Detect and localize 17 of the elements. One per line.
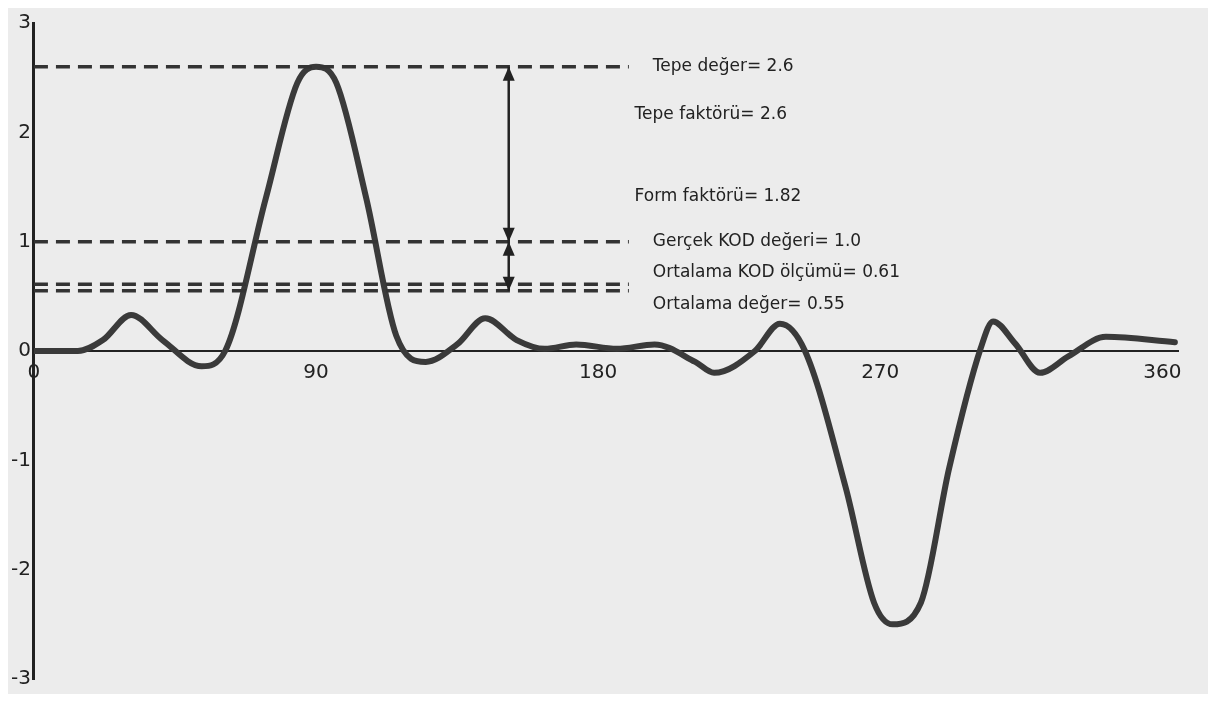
y-tick-label: 0 xyxy=(18,337,31,362)
x-tick-label: 360 xyxy=(1143,359,1182,384)
y-tick-label: 3 xyxy=(18,9,31,34)
ref-line-label: Tepe değer= 2.6 xyxy=(651,55,794,76)
y-tick-label: -3 xyxy=(10,665,31,690)
annotation: Tepe faktörü= 2.6 xyxy=(633,103,787,124)
x-tick-label: 270 xyxy=(861,359,900,384)
x-tick-label: 90 xyxy=(303,359,329,384)
ref-line-label: Ortalama KOD ölçümü= 0.61 xyxy=(652,260,901,281)
ref-line-label: Ortalama değer= 0.55 xyxy=(652,293,845,314)
y-tick-label: 1 xyxy=(18,227,31,252)
annotation: Form faktörü= 1.82 xyxy=(634,185,802,206)
y-tick-label: -2 xyxy=(10,555,31,580)
ref-line-label: Gerçek KOD değeri= 1.0 xyxy=(652,230,862,251)
y-tick-label: -1 xyxy=(10,446,31,471)
y-tick-label: 2 xyxy=(18,118,31,143)
x-tick-label: 180 xyxy=(579,359,618,384)
